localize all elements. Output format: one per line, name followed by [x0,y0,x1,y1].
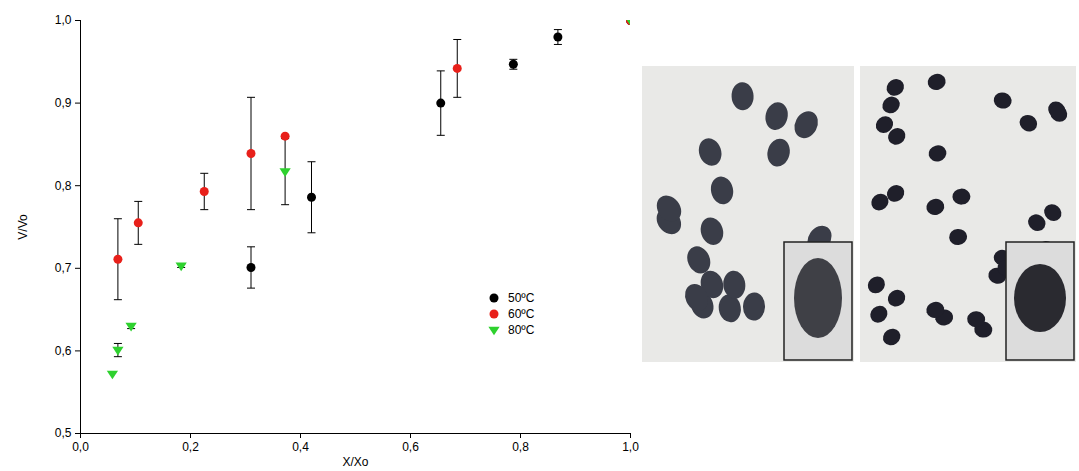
svg-text:1,0: 1,0 [55,13,72,27]
svg-text:0,0: 0,0 [72,440,89,454]
svg-text:V/Vo: V/Vo [16,214,30,240]
svg-text:0,8: 0,8 [55,179,72,193]
svg-text:0,4: 0,4 [292,440,309,454]
html-text:80ºC: 80ºC [508,323,535,337]
svg-text:0,6: 0,6 [55,344,72,358]
svg-text:0,8: 0,8 [512,440,529,454]
svg-text:0,2: 0,2 [182,440,199,454]
svg-text:1,0: 1,0 [622,440,639,454]
svg-text:0,6: 0,6 [402,440,419,454]
svg-text:0,7: 0,7 [55,261,72,275]
svg-text:0,9: 0,9 [55,96,72,110]
svg-text:0,5: 0,5 [55,426,72,440]
svg-text:X/Xo: X/Xo [342,455,368,469]
html-text:50ºC: 50ºC [508,291,535,305]
html-text:60ºC: 60ºC [508,307,535,321]
